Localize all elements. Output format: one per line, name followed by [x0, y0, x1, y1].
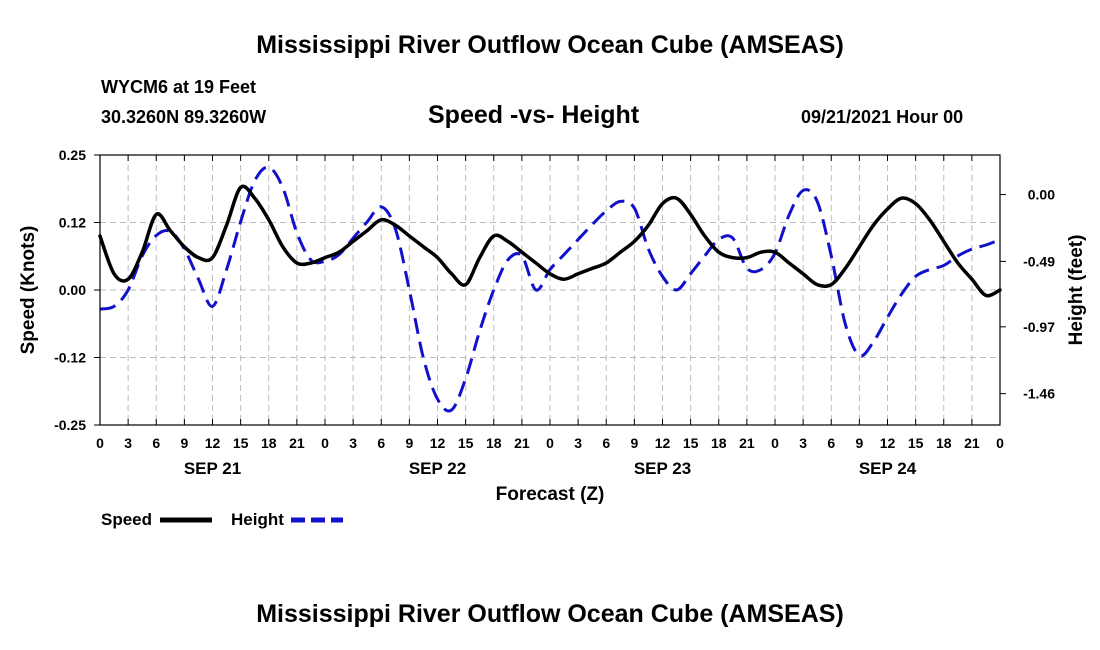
- x-tick-label: 12: [880, 435, 896, 451]
- x-tick-label: 18: [261, 435, 277, 451]
- x-tick-label: 0: [771, 435, 779, 451]
- x-tick-label: 12: [205, 435, 221, 451]
- x-tick-label: 18: [711, 435, 727, 451]
- location-label: 30.3260N 89.3260W: [101, 107, 267, 127]
- x-tick-label: 21: [964, 435, 980, 451]
- footer-title: Mississippi River Outflow Ocean Cube (AM…: [256, 600, 844, 628]
- legend: Speed Height: [101, 510, 343, 529]
- x-tick-label: 0: [321, 435, 329, 451]
- x-axis-label: Forecast (Z): [496, 484, 605, 505]
- x-tick-label: 21: [289, 435, 305, 451]
- series-line-speed: [98, 184, 1002, 298]
- x-tick-label: 9: [855, 435, 863, 451]
- x-tick-label: 9: [405, 435, 413, 451]
- y-tick-label: 0.00: [59, 282, 86, 298]
- x-tick-label: 3: [124, 435, 132, 451]
- y-tick-label: -0.25: [54, 417, 86, 433]
- legend-label-speed: Speed: [101, 510, 152, 529]
- x-tick-label: 9: [630, 435, 638, 451]
- day-label: SEP 22: [409, 459, 466, 478]
- y-axis-label: Speed (Knots): [18, 226, 39, 355]
- x-tick-label: 6: [602, 435, 610, 451]
- x-tick-label: 15: [458, 435, 474, 451]
- x-tick-label: 6: [827, 435, 835, 451]
- x-tick-label: 15: [683, 435, 699, 451]
- x-tick-label: 3: [349, 435, 357, 451]
- x-tick-label: 3: [799, 435, 807, 451]
- x-tick-label: 9: [180, 435, 188, 451]
- axes: 0 3 6 9 12 15 18 21 0 3 6 9 12 15 18 21 0 3 6 9 12 15 18 21 0 3 6 9…: [54, 147, 1055, 478]
- chart-title: Mississippi River Outflow Ocean Cube (AM…: [256, 31, 844, 59]
- x-tick-label: 6: [152, 435, 160, 451]
- x-tick-label: 12: [655, 435, 671, 451]
- date-label: 09/21/2021 Hour 00: [801, 107, 964, 127]
- y2-tick-label: -0.49: [1023, 253, 1055, 269]
- x-tick-label: 15: [908, 435, 924, 451]
- x-tick-label: 0: [96, 435, 104, 451]
- day-label: SEP 23: [634, 459, 691, 478]
- grid-lines: [100, 155, 1000, 425]
- legend-label-height: Height: [231, 510, 284, 529]
- x-tick-label: 0: [546, 435, 554, 451]
- x-tick-label: 18: [936, 435, 952, 451]
- y-tick-label: 0.25: [59, 147, 86, 163]
- x-tick-label: 21: [514, 435, 530, 451]
- x-tick-label: 15: [233, 435, 249, 451]
- x-tick-label: 18: [486, 435, 502, 451]
- day-label: SEP 24: [859, 459, 917, 478]
- x-tick-label: 21: [739, 435, 755, 451]
- x-tick-label: 12: [430, 435, 446, 451]
- x-tick-label: 6: [377, 435, 385, 451]
- station-label: WYCM6 at 19 Feet: [101, 77, 257, 97]
- day-label: SEP 21: [184, 459, 241, 478]
- y-tick-label: 0.12: [59, 215, 86, 231]
- y-tick-label: -0.12: [54, 350, 86, 366]
- chart-subtitle: Speed -vs- Height: [428, 101, 640, 129]
- series-layer: [98, 165, 1002, 413]
- x-tick-label: 3: [574, 435, 582, 451]
- y2-tick-label: 0.00: [1028, 187, 1055, 203]
- x-tick-label: 0: [996, 435, 1004, 451]
- y2-axis-label: Height (feet): [1066, 235, 1087, 346]
- y2-tick-label: -1.46: [1023, 386, 1055, 402]
- y2-tick-label: -0.97: [1023, 319, 1055, 335]
- series-line-height: [99, 165, 1001, 413]
